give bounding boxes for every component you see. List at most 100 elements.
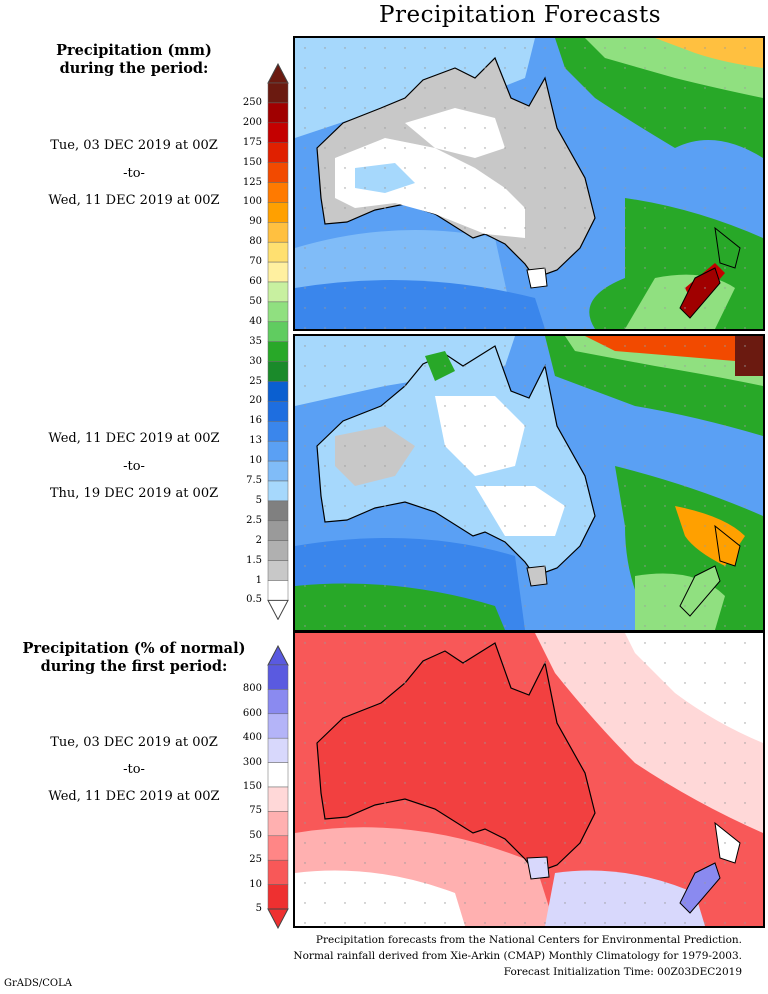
mm-colorbar-swatch: [267, 261, 289, 283]
pct-normal-heading-line1: Precipitation (% of normal): [22, 640, 246, 657]
mm-colorbar-label: 0.5: [246, 594, 262, 606]
period1-to: -to-: [123, 166, 145, 181]
mm-colorbar-label: 40: [249, 315, 262, 327]
pct-colorbar-label: 10: [249, 878, 262, 890]
mm-colorbar-label: 175: [242, 136, 262, 148]
mm-colorbar-label: 20: [249, 395, 262, 407]
pct-colorbar-swatch: [267, 664, 289, 690]
mm-colorbar-swatch: [267, 182, 289, 203]
mm-colorbar-swatch: [267, 321, 289, 342]
period1-start: Tue, 03 DEC 2019 at 00Z: [50, 138, 218, 153]
pct-colorbar-swatch: [267, 811, 289, 837]
mm-colorbar-swatch: [267, 202, 289, 223]
pct-normal-heading-line2: during the first period:: [40, 658, 228, 675]
mm-colorbar-swatch: [267, 82, 289, 104]
precip-mm-heading-line1: Precipitation (mm): [56, 42, 212, 59]
mm-colorbar-label: 16: [249, 415, 262, 427]
mm-colorbar-swatch: [267, 281, 289, 303]
mm-colorbar-label: 30: [249, 355, 262, 367]
pct-colorbar-top-arrow: [267, 645, 289, 666]
mm-colorbar-label: 7.5: [246, 475, 262, 486]
mm-colorbar-swatch: [267, 142, 289, 163]
mm-colorbar-label: 60: [249, 276, 262, 287]
mm-colorbar-label: 150: [242, 156, 262, 168]
mm-colorbar-swatch: [267, 440, 289, 462]
pct-colorbar-swatch: [267, 713, 289, 739]
period2-to: -to-: [123, 459, 145, 474]
mm-colorbar-swatch: [267, 540, 289, 561]
mm-colorbar-label: 25: [249, 375, 262, 387]
precip-map-period2: [295, 336, 763, 630]
footer-line1: Precipitation forecasts from the Nationa…: [315, 934, 742, 946]
pct-normal-map: [295, 633, 763, 926]
pct-colorbar-bottom-arrow: [267, 908, 289, 929]
mm-colorbar-swatch: [267, 460, 289, 482]
precip-mm-heading: Precipitation (mm) during the period:: [0, 42, 268, 78]
mm-colorbar-label: 1.5: [246, 554, 262, 566]
pct-colorbar-label: 400: [242, 732, 262, 744]
mm-colorbar-label: 70: [249, 256, 262, 268]
mm-colorbar-swatch: [267, 580, 289, 601]
mm-colorbar-swatch: [267, 241, 289, 263]
precip-mm-heading-line2: during the period:: [59, 60, 209, 77]
pct-colorbar-swatch: [267, 835, 289, 861]
footer-line3: Forecast Initialization Time: 00Z03DEC20…: [503, 966, 742, 978]
mm-colorbar-swatch: [267, 222, 289, 243]
footer-line2: Normal rainfall derived from Xie-Arkin (…: [293, 950, 742, 962]
mm-colorbar-label: 1: [255, 574, 262, 586]
pct-colorbar-label: 800: [242, 683, 262, 695]
page-title: Precipitation Forecasts: [378, 2, 662, 28]
mm-colorbar-swatch: [267, 480, 289, 502]
period3-end: Wed, 11 DEC 2019 at 00Z: [48, 789, 220, 804]
mm-colorbar-swatch: [267, 401, 289, 422]
pct-colorbar-swatch: [267, 689, 289, 715]
mm-colorbar-swatch: [267, 162, 289, 183]
mm-colorbar-label: 125: [242, 176, 262, 188]
mm-colorbar-swatch: [267, 381, 289, 402]
pct-colorbar-label: 25: [249, 854, 262, 866]
pct-colorbar-swatch: [267, 884, 289, 910]
pct-colorbar-swatch: [267, 859, 289, 885]
mm-colorbar-label: 2.5: [246, 514, 262, 526]
precip-map-period1: [295, 38, 763, 329]
pct-colorbar-label: 50: [249, 829, 262, 841]
period2-start: Wed, 11 DEC 2019 at 00Z: [48, 431, 220, 446]
mm-colorbar-swatches: [267, 63, 289, 621]
mm-colorbar-swatch: [267, 421, 289, 442]
pct-colorbar-label: 150: [242, 781, 262, 792]
mm-colorbar-swatch: [267, 341, 289, 362]
mm-colorbar-label: 250: [242, 96, 262, 108]
pct-colorbar-swatches: [267, 645, 289, 929]
mm-colorbar-swatch: [267, 102, 289, 124]
mm-colorbar-label: 13: [249, 435, 262, 447]
pct-colorbar-swatch: [267, 737, 289, 763]
mm-colorbar-swatch: [267, 520, 289, 541]
mm-colorbar-swatch: [267, 301, 289, 323]
map-panel-period1: [293, 36, 765, 331]
mm-colorbar-swatch: [267, 361, 289, 382]
pct-colorbar-label: 600: [242, 707, 262, 719]
pct-colorbar-label: 5: [255, 903, 262, 914]
mm-colorbar-swatch: [267, 122, 289, 143]
mm-colorbar-label: 50: [249, 295, 262, 307]
mm-colorbar-label: 100: [242, 196, 262, 208]
period3-to: -to-: [123, 762, 145, 777]
mm-colorbar-bottom-arrow: [267, 599, 289, 621]
mm-colorbar-label: 90: [249, 216, 262, 228]
period1-end: Wed, 11 DEC 2019 at 00Z: [48, 193, 220, 208]
mm-colorbar-label: 10: [249, 455, 262, 467]
mm-colorbar-label: 35: [249, 335, 262, 347]
pct-colorbar-swatch: [267, 762, 289, 788]
mm-colorbar-swatch: [267, 500, 289, 522]
pct-colorbar-label: 75: [249, 805, 262, 817]
mm-colorbar-top-arrow: [267, 63, 289, 84]
mm-colorbar-label: 80: [249, 236, 262, 248]
period2-end: Thu, 19 DEC 2019 at 00Z: [49, 486, 219, 501]
pct-normal-heading: Precipitation (% of normal) during the f…: [0, 640, 268, 676]
mm-colorbar-label: 200: [242, 116, 262, 128]
map-panel-period2: [293, 334, 765, 632]
mm-colorbar-label: 5: [255, 494, 262, 506]
mm-colorbar-swatch: [267, 560, 289, 581]
pct-colorbar-swatch: [267, 786, 289, 812]
pct-colorbar-label: 300: [242, 756, 262, 768]
